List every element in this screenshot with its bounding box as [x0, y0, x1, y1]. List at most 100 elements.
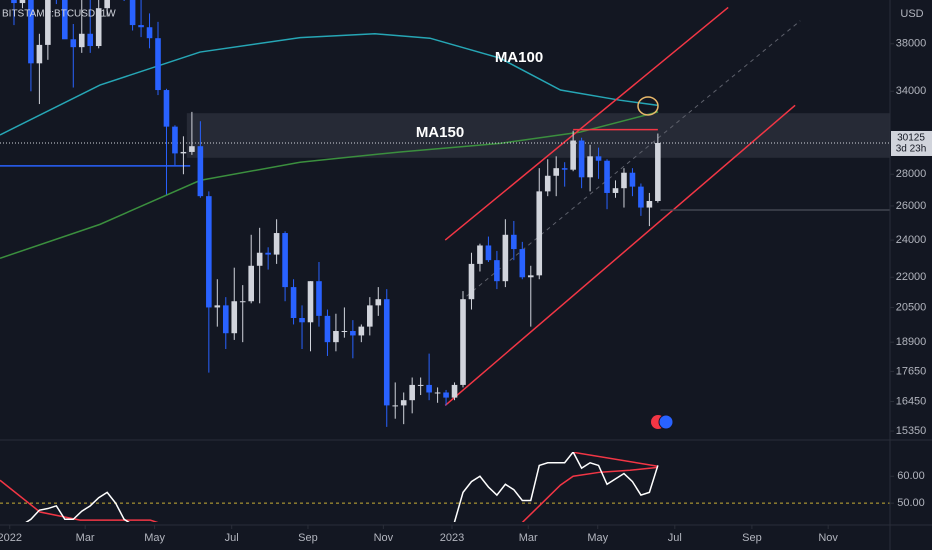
x-tick-label: Nov	[374, 532, 394, 544]
x-tick-label: Sep	[298, 532, 318, 544]
price-pane	[0, 0, 890, 427]
candle-body	[214, 305, 221, 308]
x-tick-label: Jul	[225, 532, 239, 544]
candle-body	[189, 146, 195, 152]
y-tick-label: 26000	[896, 200, 927, 212]
overlay-line	[444, 104, 796, 406]
candle-body	[248, 265, 254, 302]
candle-body	[256, 252, 263, 266]
candle-body	[197, 146, 204, 197]
candle-body	[451, 384, 458, 398]
rsi-line	[25, 452, 659, 522]
zone	[186, 113, 890, 158]
candle-body	[434, 392, 441, 394]
candle-body	[460, 299, 466, 385]
candle-body	[587, 156, 593, 178]
annotation: MA100	[495, 49, 543, 66]
rsi-tick-label: 60.00	[897, 470, 925, 482]
candle-body	[502, 234, 509, 282]
event-icon	[651, 414, 674, 430]
candle-body	[511, 234, 517, 250]
overlay-line	[573, 452, 658, 468]
x-tick-label: 2023	[440, 532, 464, 544]
candle-body	[70, 39, 77, 48]
candle-body	[468, 263, 475, 300]
candle-body	[273, 233, 280, 255]
y-tick-label: 20500	[896, 301, 927, 313]
candle-body	[595, 156, 602, 161]
currency-label: USD	[900, 8, 923, 20]
candle-body	[392, 405, 399, 407]
candle-body	[239, 301, 246, 303]
candle-body	[104, 0, 110, 9]
candle-body	[417, 384, 424, 386]
overlay-line	[0, 33, 659, 136]
candle-body	[95, 8, 102, 47]
annotation: MA150	[416, 124, 464, 141]
candle-body	[155, 38, 161, 91]
candle-body	[400, 400, 407, 406]
candle-body	[299, 317, 305, 323]
candle-body	[282, 233, 288, 288]
candle-body	[621, 172, 627, 189]
candle-body	[316, 281, 322, 316]
candle-body	[638, 186, 644, 208]
y-tick-label: 17650	[896, 365, 927, 377]
candle-body	[646, 201, 653, 208]
symbol-title: BITSTAMP:BTCUSD, 1W	[2, 9, 116, 20]
candle-body	[350, 331, 356, 336]
y-tick-label: 16450	[896, 395, 927, 407]
candle-body	[553, 168, 559, 176]
rsi-tick-label: 50.00	[897, 497, 925, 509]
price-tag-label: 30125	[897, 133, 925, 144]
candle-body	[11, 0, 17, 4]
candle-body	[290, 287, 297, 318]
x-tick-label: 2022	[0, 532, 22, 544]
candle-body	[604, 160, 610, 193]
countdown: 3d 23h	[896, 144, 927, 155]
candle-body	[19, 0, 26, 4]
candle-body	[341, 331, 348, 333]
candle-body	[578, 140, 585, 178]
y-tick-label: 18900	[896, 336, 927, 348]
x-tick-label: Mar	[519, 532, 538, 544]
candle-body	[409, 384, 415, 401]
candle-body	[561, 168, 568, 170]
rsi-pane	[0, 452, 890, 522]
candle-body	[307, 281, 314, 323]
candle-body	[655, 142, 661, 202]
x-tick-label: Mar	[76, 532, 95, 544]
candle-body	[180, 151, 187, 154]
x-tick-label: May	[144, 532, 165, 544]
candle-body	[36, 44, 43, 64]
candle-body	[367, 305, 373, 327]
candle-body	[358, 326, 365, 336]
candle-body	[78, 33, 85, 48]
candle-body	[477, 245, 483, 264]
overlay-line	[0, 111, 659, 259]
candle-body	[494, 260, 500, 282]
candle-body	[146, 27, 153, 39]
y-tick-label: 28000	[896, 168, 927, 180]
x-tick-label: Jul	[668, 532, 682, 544]
candle-body	[375, 299, 382, 306]
candle-body	[544, 175, 551, 192]
candle-body	[383, 299, 390, 406]
candle-body	[45, 0, 51, 45]
candle-body	[129, 0, 136, 26]
candle-body	[485, 245, 492, 261]
candle-body	[527, 275, 534, 278]
candle-body	[333, 331, 339, 343]
highlight-circle	[637, 96, 659, 116]
y-tick-label: 34000	[896, 85, 927, 97]
candle-body	[28, 0, 34, 64]
y-tick-label: 15350	[896, 425, 927, 437]
candle-body	[87, 33, 94, 47]
candle-body	[231, 301, 238, 334]
candle-body	[172, 126, 178, 154]
candle-body	[265, 252, 271, 255]
candle-body	[222, 305, 229, 334]
x-tick-label: May	[587, 532, 608, 544]
